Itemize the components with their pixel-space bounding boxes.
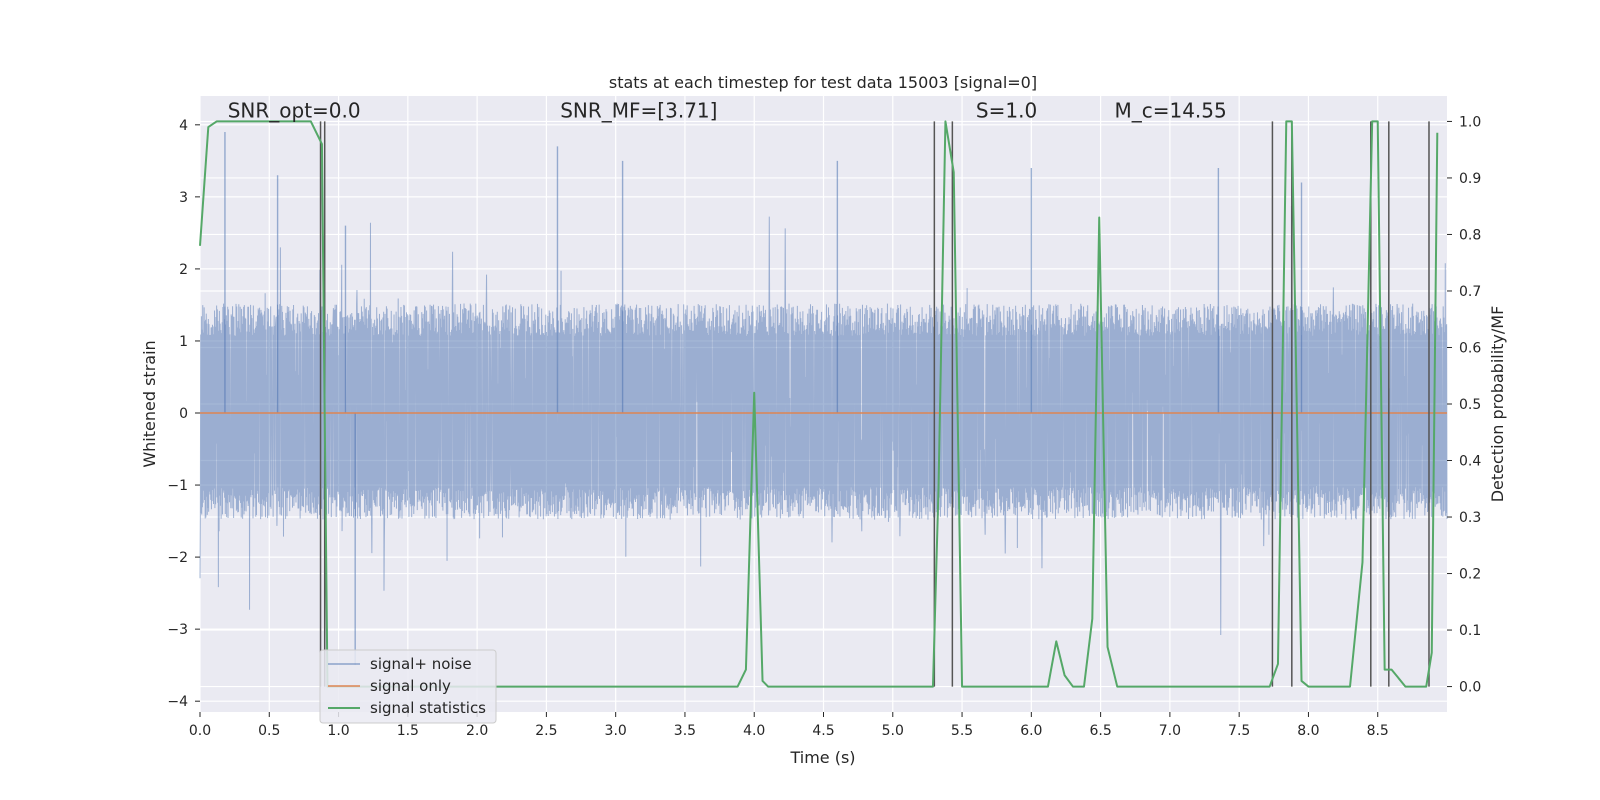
annotation-snr-mf: SNR_MF=[3.71] (560, 99, 717, 123)
x-tick-label-4: 2.0 (466, 723, 488, 739)
x-tick-label-11: 5.5 (951, 723, 973, 739)
y-tick-label-1: −3 (167, 622, 188, 638)
x-tick-label-1: 0.5 (258, 723, 280, 739)
legend-label-signal: signal only (370, 677, 451, 695)
y-axis-label: Whitened strain (140, 340, 159, 467)
legend: signal+ noise signal only signal statist… (319, 649, 497, 724)
y2-tick-label-5: 0.5 (1459, 397, 1481, 413)
legend-box (319, 649, 497, 724)
y-tick-label-2: −2 (167, 550, 188, 566)
x-tick-label-7: 3.5 (674, 723, 696, 739)
x-tick-label-16: 8.0 (1297, 723, 1319, 739)
y2-axis-label: Detection probability/MF (1488, 306, 1507, 503)
y2-tick-label-2: 0.2 (1459, 567, 1481, 583)
x-axis-label: Time (s) (789, 748, 855, 767)
y2-tick-label-10: 1.0 (1459, 114, 1481, 130)
x-tick-label-3: 1.5 (397, 723, 419, 739)
annotation-snr-opt: SNR_opt=0.0 (228, 99, 361, 123)
y2-tick-label-9: 0.9 (1459, 171, 1481, 187)
x-tick-label-9: 4.5 (812, 723, 834, 739)
x-tick-label-14: 7.0 (1159, 723, 1181, 739)
y-tick-label-3: −1 (167, 478, 188, 494)
x-tick-label-6: 3.0 (605, 723, 627, 739)
y-tick-label-5: 1 (179, 334, 188, 350)
annotations: SNR_opt=0.0 SNR_MF=[3.71] S=1.0 M_c=14.55 (228, 99, 1227, 123)
x-tick-label-2: 1.0 (327, 723, 349, 739)
x-tick-label-0: 0.0 (189, 723, 211, 739)
chart-title: stats at each timestep for test data 150… (609, 73, 1037, 92)
x-tick-label-17: 8.5 (1367, 723, 1389, 739)
signal-statistics-series (199, 120, 1439, 688)
legend-label-statistics: signal statistics (370, 699, 486, 717)
legend-label-noise: signal+ noise (370, 655, 472, 673)
x-tick-label-8: 4.0 (743, 723, 765, 739)
y2-tick-label-6: 0.6 (1459, 340, 1481, 356)
y2-tick-label-4: 0.4 (1459, 454, 1481, 470)
y2-tick-label-0: 0.0 (1459, 680, 1481, 696)
y-tick-label-8: 4 (179, 118, 188, 134)
y2-tick-label-3: 0.3 (1459, 510, 1481, 526)
x-tick-label-12: 6.0 (1020, 723, 1042, 739)
y-tick-label-6: 2 (179, 262, 188, 278)
y2-tick-label-7: 0.7 (1459, 284, 1481, 300)
y-axis-ticks: −4 −3 −2 −1 0 1 2 3 4 (167, 118, 200, 710)
x-tick-label-5: 2.5 (535, 723, 557, 739)
x-tick-label-10: 5.0 (882, 723, 904, 739)
y-tick-label-4: 0 (179, 406, 188, 422)
x-axis-ticks: 0.0 0.5 1.0 1.5 2.0 2.5 3.0 3.5 4.0 4.5 5.0 5.5 6.0 6… (189, 712, 1389, 739)
x-tick-label-13: 6.5 (1089, 723, 1111, 739)
y2-tick-label-1: 0.1 (1459, 623, 1481, 639)
annotation-mc-value: M_c=14.55 (1114, 99, 1226, 123)
x-tick-label-15: 7.5 (1228, 723, 1250, 739)
y-tick-label-0: −4 (167, 694, 188, 710)
y2-axis-ticks: 0.0 0.1 0.2 0.3 0.4 0.5 0.6 0.7 0.8 0.9 1.0 (1447, 114, 1481, 696)
y2-tick-label-8: 0.8 (1459, 227, 1481, 243)
statistics-line (199, 120, 1439, 688)
annotation-s-value: S=1.0 (976, 99, 1037, 123)
y-tick-label-7: 3 (179, 190, 188, 206)
